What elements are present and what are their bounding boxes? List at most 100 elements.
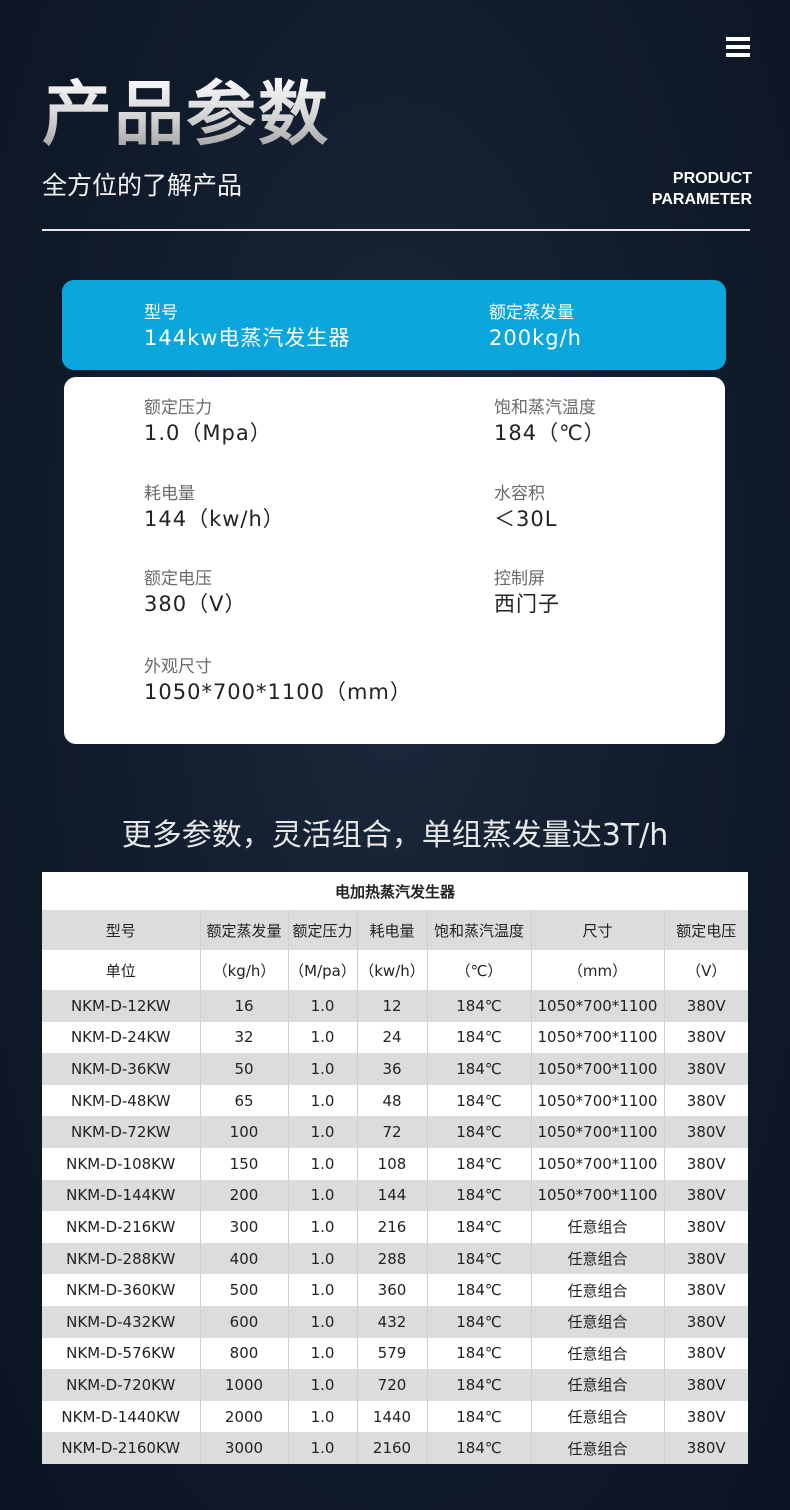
table-cell: 单位 [105,961,136,980]
table-cell: 1000 [199,1369,288,1401]
table-cell: 144 [356,1179,427,1212]
table-row: NKM-D-2160KW 3000 1.0 2160 184℃ 任意组合 380V [42,1432,748,1464]
table-cell: 尺寸 [530,910,664,950]
field-value: 184（℃） [494,421,606,445]
table-cell: 1.0 [287,1147,357,1180]
field-label: 饱和蒸汽温度 [494,398,596,418]
table-cell: 16 [199,990,288,1022]
table-cell: NKM-D-576KW [66,1344,176,1363]
table-cell: （℃） [426,950,531,990]
table-cell: 579 [356,1337,427,1370]
table-cell: NKM-D-432KW [42,1305,200,1338]
spec-field: 额定电压 380（V） [144,568,246,618]
table-cell: 任意组合 [530,1337,664,1370]
table-cell: 600 [199,1305,288,1338]
table-cell: 额定蒸发量 [199,910,288,950]
field-value: 144kw电蒸汽发生器 [144,326,351,350]
table-cell: 2160 [356,1432,427,1464]
table-cell: 380V [663,990,748,1022]
table-cell: 300 [199,1211,288,1243]
field-value: 200kg/h [489,326,582,350]
model-field: 型号 144kw电蒸汽发生器 [144,302,350,352]
page-title: 产品参数 [42,73,330,155]
field-label: 额定电压 [144,569,212,589]
field-label: 水容积 [494,484,545,504]
table-cell: 1.0 [287,1179,357,1212]
table-cell: 任意组合 [530,1274,664,1306]
field-label: 额定压力 [144,398,212,418]
field-label: 型号 [144,303,178,323]
table-cell: 1.0 [287,1211,357,1243]
table-cell: 1050*700*1100 [530,1179,664,1212]
spec-field: 耗电量 144（kw/h） [144,483,285,533]
table-cell: NKM-D-144KW [42,1179,200,1212]
table-cell: 108 [356,1147,427,1180]
table-cell: 额定电压 [663,910,748,950]
table-cell: NKM-D-36KW [42,1053,200,1085]
table-row: NKM-D-288KW 400 1.0 288 184℃ 任意组合 380V [42,1242,748,1275]
table-cell: 184℃ [426,1116,531,1148]
table-cell: NKM-D-720KW [42,1369,200,1401]
table-cell: 380V [663,1400,748,1433]
field-label: 耗电量 [144,484,195,504]
table-cell: 380V [663,1242,748,1275]
table-cell: 1.0 [287,1116,357,1148]
table-cell: 800 [199,1337,288,1370]
table-cell: 500 [199,1274,288,1306]
table-cell: 32 [199,1021,288,1054]
english-caption: PRODUCT PARAMETER [652,168,752,210]
specs-card: 额定压力 1.0（Mpa） 饱和蒸汽温度 184（℃） 耗电量 144（kw/h） 水… [64,377,725,744]
table-cell: 50 [199,1053,288,1085]
table-row: NKM-D-12KW 16 1.0 12 184℃ 1050*700*1100 380V [42,990,748,1022]
table-cell: 任意组合 [530,1432,664,1464]
table-cell: 380V [663,1021,748,1054]
divider [42,229,750,231]
table-cell: 184℃ [426,1053,531,1085]
table-cell: （V） [663,950,748,990]
table-cell: 饱和蒸汽温度 [426,910,531,950]
table-cell: （kw/h） [356,950,427,990]
field-value: 1050*700*1100（mm） [144,680,412,704]
table-cell: 216 [356,1211,427,1243]
table-cell: 360 [356,1274,427,1306]
table-cell: 184℃ [426,990,531,1022]
table-cell: 1050*700*1100 [530,1021,664,1054]
table-cell: 1.0 [287,1369,357,1401]
table-cell: （mm） [530,950,664,990]
table-cell: 12 [356,990,427,1022]
table-cell: 1.0 [287,1337,357,1370]
table-cell: NKM-D-72KW [42,1116,200,1148]
table-cell: 380V [663,1274,748,1306]
table-cell: 100 [199,1116,288,1148]
table-cell: 1050*700*1100 [530,1053,664,1085]
table-cell: （M/pa） [287,950,357,990]
table-row: NKM-D-72KW 100 1.0 72 184℃ 1050*700*1100 380V [42,1116,748,1148]
table-cell: NKM-D-12KW [42,990,200,1022]
table-cell: 1.0 [287,1021,357,1054]
table-cell: 184℃ [426,1432,531,1464]
table-cell: 380V [663,1432,748,1464]
spec-field: 饱和蒸汽温度 184（℃） [494,397,606,447]
table-unit-row: 单位 （kg/h） （M/pa） （kw/h） （℃） （mm） （V） [42,950,748,990]
table-cell: 3000 [199,1432,288,1464]
table-cell: 380V [663,1305,748,1338]
table-cell: 380V [663,1337,748,1370]
table-cell: 65 [199,1084,288,1117]
table-cell: 184℃ [426,1147,531,1180]
table-cell: 184℃ [426,1274,531,1306]
table-caption: 电加热蒸汽发生器 [334,882,455,901]
table-cell: 288 [356,1242,427,1275]
table-cell: 1.0 [287,1305,357,1338]
table-cell: 耗电量 [356,910,427,950]
table-cell: 380V [663,1084,748,1117]
table-cell: 150 [199,1147,288,1180]
table-cell: NKM-D-24KW [70,1028,171,1047]
highlight-card: 型号 144kw电蒸汽发生器 额定蒸发量 200kg/h [62,280,726,370]
table-cell: 72 [356,1116,427,1148]
spec-field: 水容积 ＜30L [494,483,557,533]
hamburger-menu-icon[interactable] [726,37,750,57]
table-cell: 任意组合 [530,1305,664,1338]
table-row: NKM-D-360KW 500 1.0 360 184℃ 任意组合 380V [42,1274,748,1306]
table-cell: 380V [663,1369,748,1401]
table-row: NKM-D-36KW 50 1.0 36 184℃ 1050*700*1100 380V [42,1053,748,1085]
